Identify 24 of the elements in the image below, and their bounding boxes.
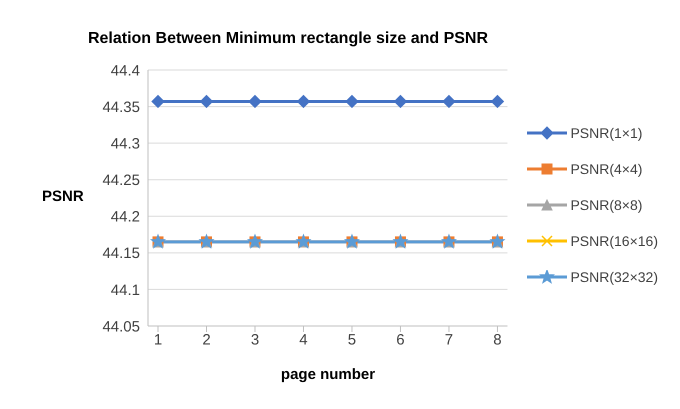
x-tick-label: 6 bbox=[396, 332, 405, 349]
y-tick-label: 44.25 bbox=[102, 172, 140, 190]
y-axis-title: PSNR bbox=[42, 188, 84, 205]
y-tick-label: 44.35 bbox=[102, 98, 140, 116]
legend-label: PSNR(1×1) bbox=[570, 124, 642, 140]
y-tick-label: 44.05 bbox=[102, 318, 140, 336]
y-tick-label: 44.3 bbox=[110, 135, 140, 152]
legend-label: PSNR(16×16) bbox=[570, 232, 658, 248]
x-tick-label: 2 bbox=[202, 332, 211, 349]
x-tick-label: 7 bbox=[444, 332, 454, 349]
chart-title: Relation Between Minimum rectangle size and PSNR bbox=[86, 30, 490, 48]
y-tick-label: 44.1 bbox=[110, 282, 140, 299]
x-axis-title: page number bbox=[280, 366, 376, 383]
legend-label: PSNR(4×4) bbox=[570, 160, 642, 176]
y-tick-label: 44.2 bbox=[110, 208, 140, 226]
x-tick-label: 1 bbox=[154, 332, 162, 349]
legend-label: PSNR(32×32) bbox=[570, 268, 658, 284]
legend-label: PSNR(8×8) bbox=[570, 196, 642, 212]
y-tick-label: 44.15 bbox=[102, 245, 140, 262]
x-tick-label: 8 bbox=[493, 332, 502, 349]
y-tick-label: 44.4 bbox=[110, 62, 140, 80]
x-tick-label: 4 bbox=[299, 332, 308, 349]
x-tick-label: 5 bbox=[348, 332, 356, 349]
x-tick-label: 3 bbox=[250, 332, 260, 349]
